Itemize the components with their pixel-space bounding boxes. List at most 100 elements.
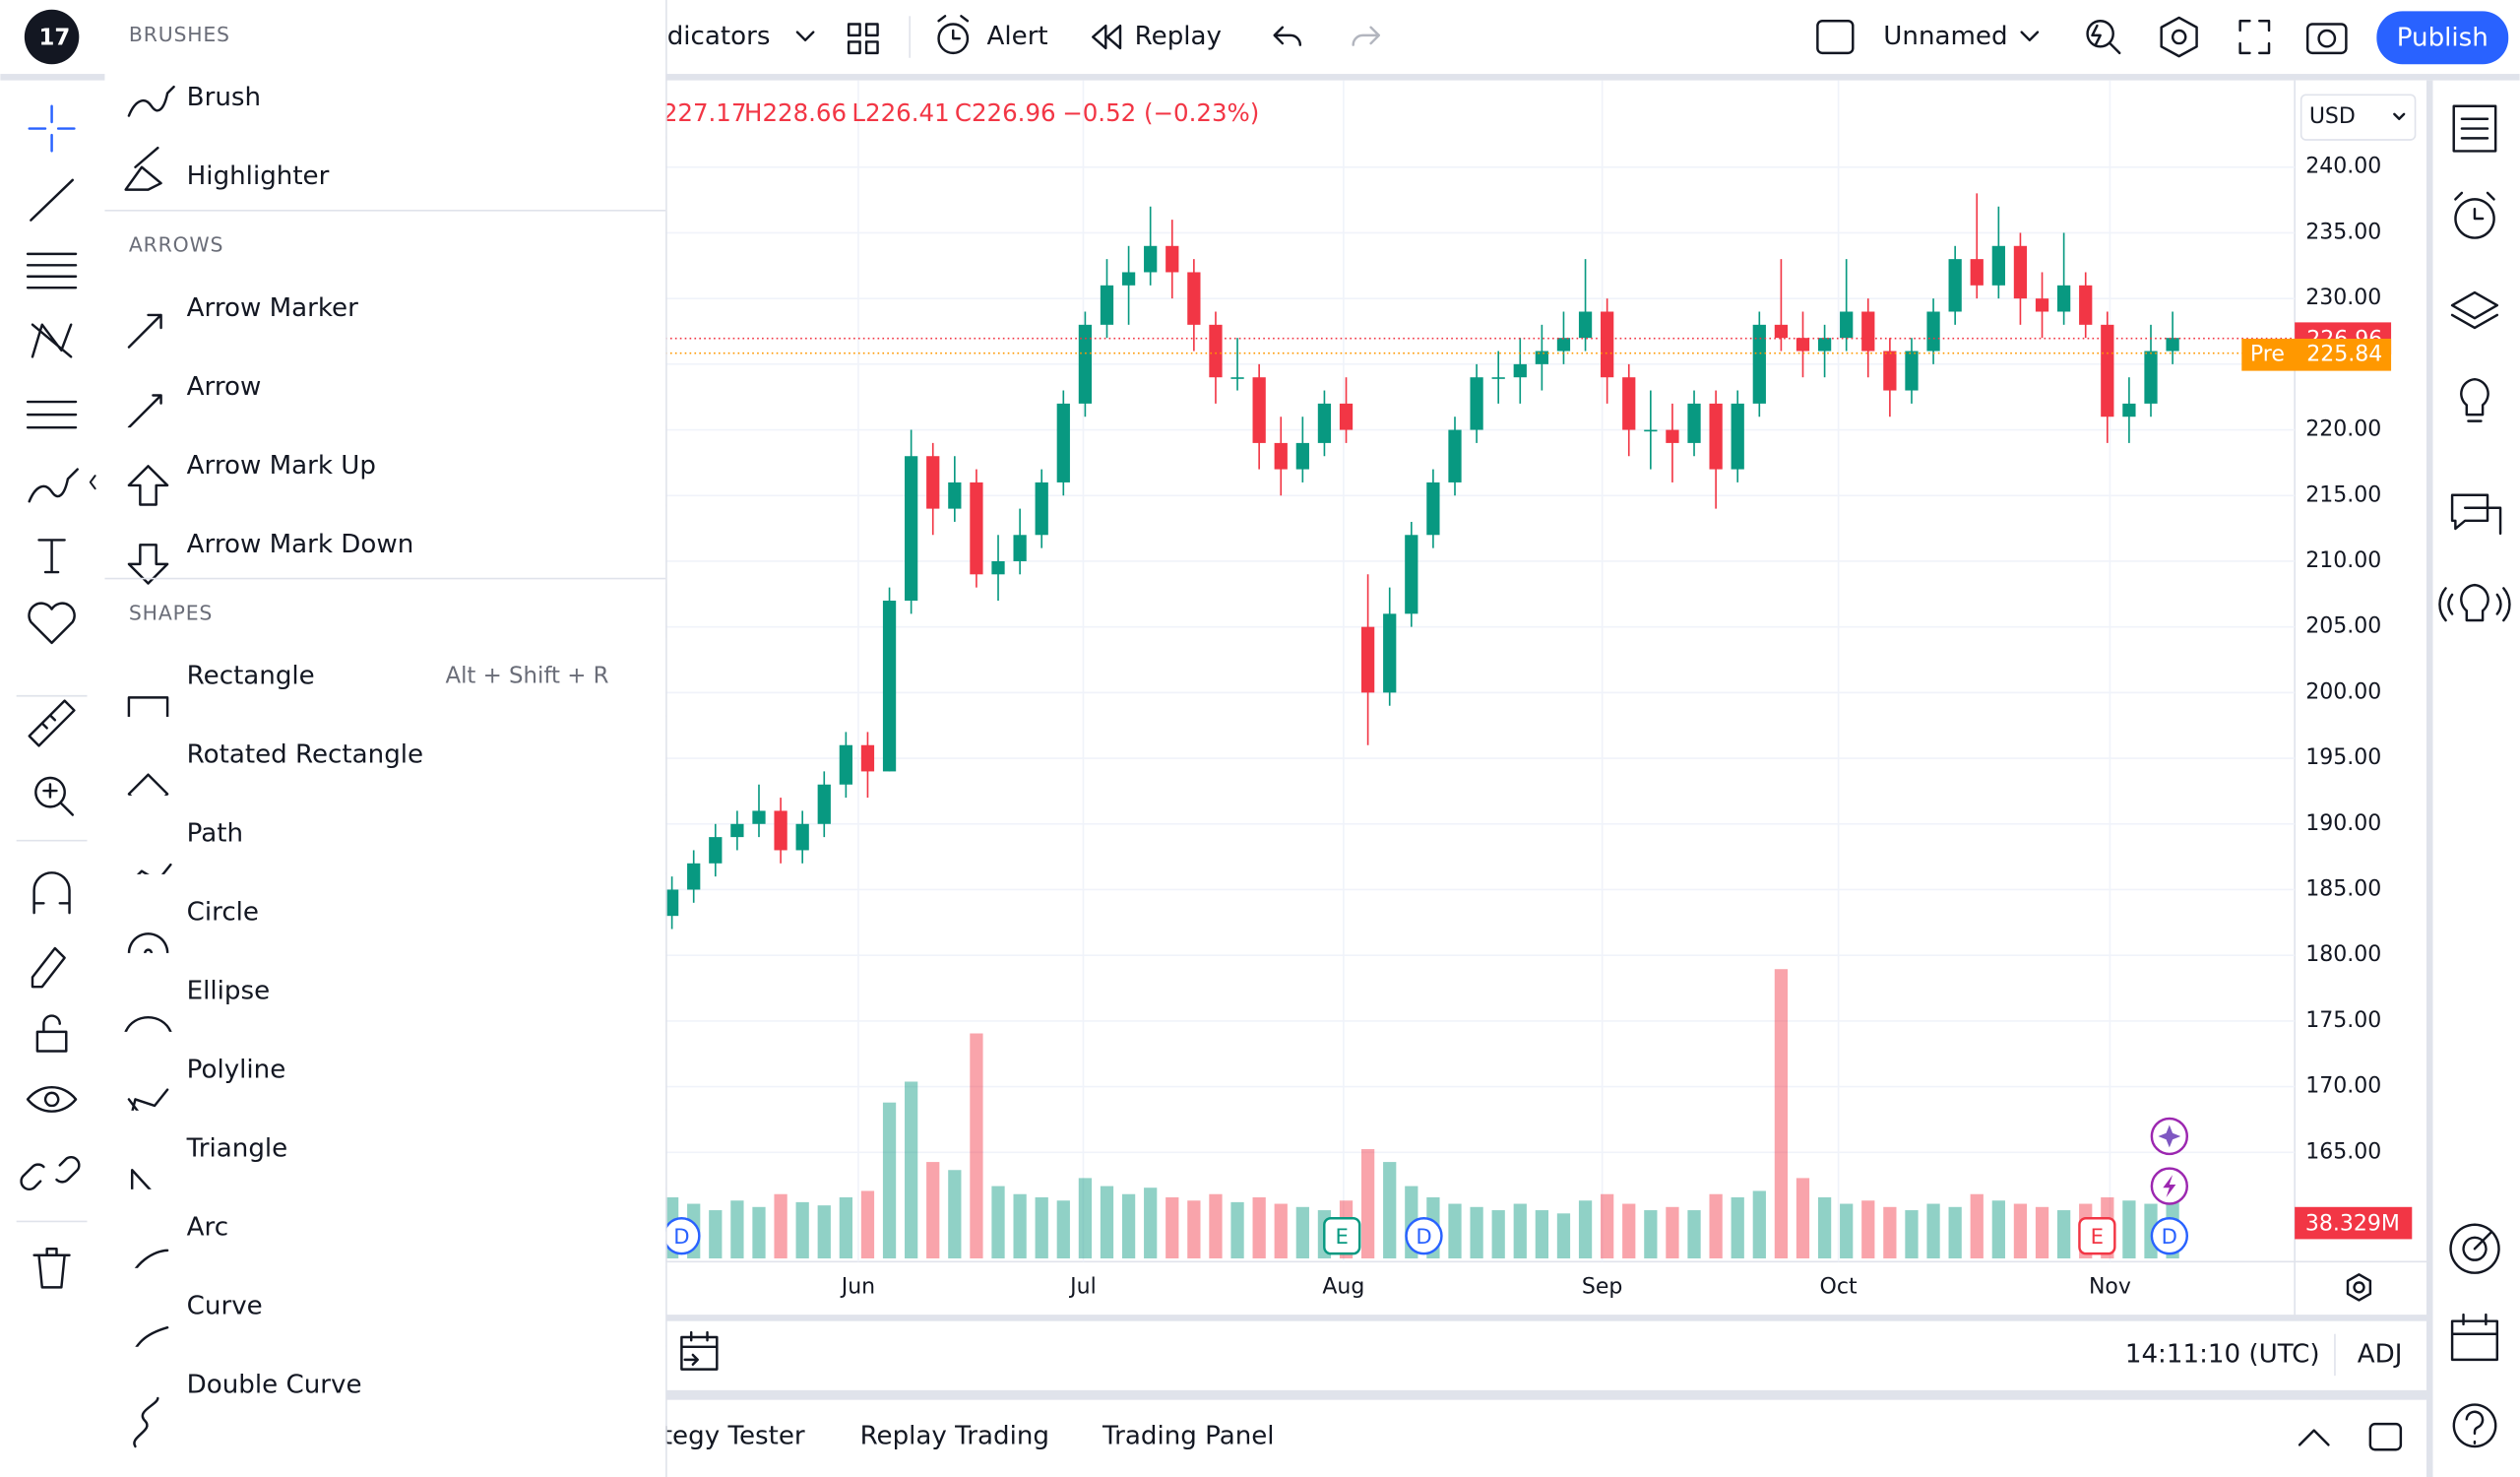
bottom-tab[interactable]: Replay Trading	[860, 1422, 1049, 1451]
volume-bar	[1752, 1190, 1766, 1259]
redo[interactable]	[1352, 26, 1381, 46]
collapse-panel[interactable]	[2298, 1429, 2330, 1446]
maximize-panel[interactable]	[2368, 1422, 2403, 1451]
alerts[interactable]	[2454, 191, 2495, 239]
hide[interactable]	[26, 1086, 78, 1113]
menu-item[interactable]	[104, 873, 666, 952]
chevron[interactable]	[2020, 31, 2040, 42]
logo[interactable]	[24, 9, 80, 65]
shortcut: Alt + Shift + R	[445, 664, 608, 689]
indicators-button[interactable]: dicators	[667, 22, 771, 51]
dom[interactable]	[2449, 1223, 2500, 1274]
publish-button[interactable]	[2376, 11, 2509, 65]
time-axis-settings[interactable]	[2346, 1273, 2372, 1302]
menu-label: Arrow Marker	[187, 293, 358, 323]
volume-bar	[774, 1193, 788, 1259]
quick-search[interactable]	[2086, 19, 2121, 55]
fib[interactable]	[26, 252, 78, 289]
candle-body	[1013, 535, 1027, 561]
menu-item[interactable]	[104, 506, 666, 584]
crosshair[interactable]	[28, 104, 76, 153]
trend-line[interactable]	[30, 178, 75, 222]
adj-button[interactable]: ADJ	[2358, 1339, 2403, 1369]
menu-label: Arrow Mark Down	[187, 530, 414, 559]
volume-bar	[1578, 1200, 1593, 1259]
replay-icon[interactable]	[1092, 24, 1122, 50]
streams[interactable]	[2438, 583, 2511, 622]
forecast[interactable]	[26, 400, 78, 429]
event-marker[interactable]	[2078, 1216, 2116, 1255]
logo-mark: 17	[39, 26, 71, 51]
event-marker[interactable]	[2150, 1216, 2189, 1255]
date-range-icon[interactable]	[680, 1330, 719, 1371]
y-tick-label: 210.00	[2305, 548, 2381, 573]
x-tick-label: Nov	[2089, 1274, 2131, 1299]
icons-tool[interactable]	[28, 602, 76, 645]
candle-body	[1405, 535, 1418, 614]
candle-body	[1578, 311, 1593, 339]
data-window[interactable]	[2450, 290, 2499, 330]
watchlist[interactable]	[2452, 104, 2497, 153]
chevron[interactable]	[795, 31, 815, 42]
menu-item[interactable]	[104, 349, 666, 426]
alert-button[interactable]: Alert	[987, 22, 1048, 51]
candle-body	[1121, 272, 1136, 286]
menu-item[interactable]	[104, 1267, 666, 1346]
settings[interactable]	[2160, 16, 2198, 58]
collapse-arrow[interactable]	[89, 475, 96, 490]
trash[interactable]	[32, 1248, 71, 1289]
volume-bar	[1926, 1203, 1940, 1259]
text-tool[interactable]	[37, 539, 66, 574]
volume-bar	[1078, 1178, 1093, 1259]
menu-item[interactable]	[104, 138, 666, 216]
menu-label: Rotated Rectangle	[187, 740, 423, 770]
alert-icon[interactable]	[937, 15, 970, 55]
section-header: ARROWS	[129, 233, 223, 257]
chats[interactable]	[2450, 493, 2502, 536]
menu-item[interactable]	[104, 1031, 666, 1110]
menu-item[interactable]	[104, 716, 666, 795]
fullscreen[interactable]	[2238, 19, 2271, 55]
link[interactable]	[20, 1155, 81, 1191]
layout-name[interactable]: Unnamed	[1883, 22, 2007, 51]
lock[interactable]	[35, 1014, 68, 1053]
menu-item[interactable]	[104, 795, 666, 873]
event-marker[interactable]	[1323, 1216, 1361, 1255]
patterns[interactable]	[31, 323, 73, 358]
magnet[interactable]	[32, 871, 71, 915]
help[interactable]	[2452, 1403, 2497, 1448]
menu-item[interactable]	[104, 952, 666, 1031]
menu-item[interactable]	[104, 427, 666, 505]
snapshot[interactable]	[2305, 23, 2348, 55]
undo[interactable]	[1273, 26, 1302, 46]
bottom-tab[interactable]: tegy Tester	[662, 1422, 805, 1451]
candle-body	[1209, 324, 1223, 378]
replay-button[interactable]: Replay	[1135, 22, 1222, 51]
ruler[interactable]	[28, 699, 76, 747]
stay-drawing[interactable]	[31, 946, 66, 989]
candle-body	[730, 823, 744, 838]
bottom-tab[interactable]: Trading Panel	[1102, 1422, 1275, 1451]
volume-bar	[970, 1033, 983, 1259]
templates-icon[interactable]	[847, 23, 879, 55]
layout-checkbox[interactable]	[1816, 19, 1855, 55]
bottom-gap	[665, 1315, 2426, 1321]
brush-group[interactable]	[28, 468, 79, 503]
volume-bar	[882, 1102, 897, 1259]
candle-body	[1144, 245, 1158, 273]
zoom[interactable]	[34, 776, 75, 816]
menu-item[interactable]	[104, 1110, 666, 1188]
menu-item[interactable]	[104, 270, 666, 348]
currency-select[interactable]	[2300, 94, 2417, 141]
candle-body	[991, 560, 1005, 575]
ideas[interactable]	[2460, 377, 2489, 422]
menu-item[interactable]	[104, 1346, 666, 1425]
star	[2158, 1124, 2181, 1148]
menu-item[interactable]	[104, 59, 666, 137]
volume-bar	[1644, 1210, 1658, 1259]
event-marker[interactable]	[1405, 1216, 1443, 1255]
menu-item[interactable]	[104, 1188, 666, 1267]
calendar[interactable]	[2450, 1313, 2499, 1362]
menu-item[interactable]	[104, 637, 666, 716]
candle-body	[2035, 298, 2049, 312]
